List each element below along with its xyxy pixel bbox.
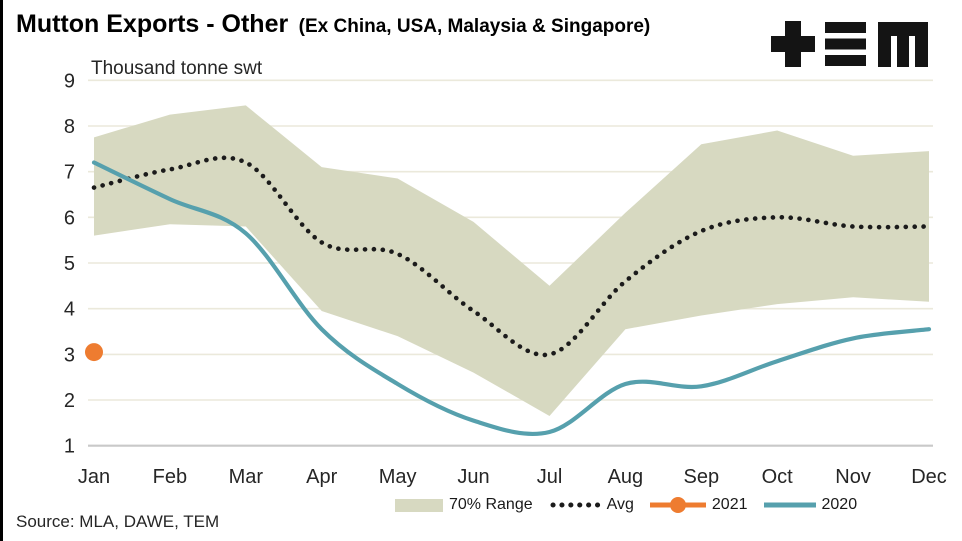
legend-label-2021: 2021	[711, 496, 748, 513]
tem-logo-icon	[771, 21, 929, 68]
logo-plus-shape	[771, 21, 815, 67]
line-2020-swatch-icon	[763, 502, 816, 508]
x-tick-label: Feb	[153, 466, 187, 488]
y-tick-label: 1	[64, 436, 75, 458]
legend-label-avg: Avg	[606, 496, 634, 513]
chart-title-main: Mutton Exports - Other	[16, 10, 289, 38]
x-tick-label: Nov	[835, 466, 871, 488]
x-tick-label: Aug	[608, 466, 644, 488]
y-tick-label: 6	[64, 207, 75, 229]
y-tick-label: 5	[64, 253, 75, 275]
x-tick-label: Dec	[911, 466, 947, 488]
y-tick-label: 2	[64, 390, 75, 412]
x-tick-label: Jun	[457, 466, 489, 488]
x-tick-label: Sep	[684, 466, 720, 488]
avg-line	[91, 155, 932, 358]
legend-label-range: 70% Range	[449, 496, 533, 513]
x-tick-label: Jan	[78, 466, 110, 488]
avg-dotted-swatch-icon	[550, 502, 601, 508]
y-tick-label: 8	[64, 116, 75, 138]
y-tick-label: 9	[64, 70, 75, 92]
page-title: Mutton Exports - Other (Ex China, USA, M…	[16, 10, 650, 39]
y-tick-label: 7	[64, 162, 75, 184]
legend-item-2021: 2021	[649, 496, 748, 514]
range-band	[94, 105, 929, 417]
x-tick-label: Jul	[537, 466, 563, 488]
point-2021	[85, 343, 103, 362]
x-tick-label: Mar	[229, 466, 264, 488]
logo-m-shape	[878, 22, 928, 67]
chart-plot-area: 1 2 3 4 5 6 7 8 9 Jan Feb Mar Apr May Jun Jul Aug Sep Oct N…	[64, 70, 947, 488]
source-note: Source: MLA, DAWE, TEM	[16, 512, 220, 531]
range-swatch-icon	[395, 498, 443, 512]
legend-item-avg: Avg	[549, 496, 634, 514]
legend-label-2020: 2020	[821, 496, 858, 513]
line-marker-2021-swatch-icon	[649, 497, 706, 513]
x-tick-label: Apr	[306, 466, 337, 488]
chart-title-qualifier: (Ex China, USA, Malaysia & Singapore)	[298, 16, 651, 37]
line-2020	[91, 160, 932, 437]
y-tick-label: 4	[64, 299, 75, 321]
legend-item-range: 70% Range	[395, 496, 533, 514]
x-tick-label: Oct	[762, 466, 794, 488]
x-tick-label: May	[379, 466, 417, 488]
y-tick-label: 3	[64, 344, 75, 366]
legend-item-2020: 2020	[763, 496, 858, 514]
logo-bars-shape	[825, 22, 866, 66]
legend: 70% Range Avg 2021 2020	[395, 496, 857, 514]
y-axis-units-label: Thousand tonne swt	[91, 58, 263, 79]
tem-logo-glyphs	[771, 21, 928, 67]
